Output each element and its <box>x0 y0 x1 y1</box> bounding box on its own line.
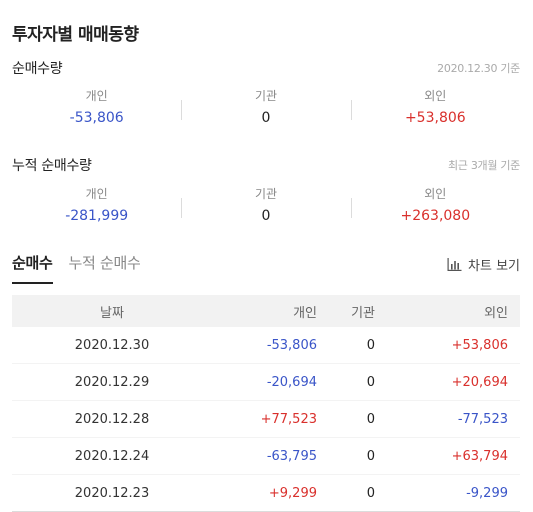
table-row: 2020.12.24 -63,795 0 +63,794 <box>12 438 520 475</box>
stat-label: 외인 <box>424 89 447 103</box>
table-row: 2020.12.30 -53,806 0 +53,806 <box>12 327 520 364</box>
table-row: 2020.12.28 +77,523 0 -77,523 <box>12 401 520 438</box>
column-header-date: 날짜 <box>100 305 124 321</box>
cell-institution: 0 <box>366 411 375 427</box>
cumulative-volume-stats: 개인 -281,999 기관 0 외인 +263,080 <box>12 186 520 230</box>
column-header-institution: 기관 <box>351 305 375 321</box>
cell-institution: 0 <box>366 448 375 464</box>
column-header-foreign: 외인 <box>484 305 508 321</box>
stat-value: 0 <box>261 110 271 126</box>
stat-value: -53,806 <box>69 110 124 126</box>
stat-label: 개인 <box>85 187 108 201</box>
cell-date: 2020.12.28 <box>74 411 150 427</box>
cell-individual: -63,795 <box>266 448 317 464</box>
stat-value: 0 <box>261 208 271 224</box>
tab-bar: 순매수 누적 순매수 <box>12 252 156 284</box>
net-volume-title: 순매수량 <box>12 61 63 77</box>
cumulative-volume-note: 최근 3개월 기준 <box>447 159 520 172</box>
cell-institution: 0 <box>366 485 375 501</box>
stat-institution: 기관 0 <box>181 186 350 230</box>
stat-individual: 개인 -281,999 <box>12 186 181 230</box>
page-title: 투자자별 매매동향 <box>12 25 139 45</box>
cell-individual: +77,523 <box>260 411 317 427</box>
stat-value: +53,806 <box>404 110 466 126</box>
investor-trade-table: 날짜 개인 기관 외인 2020.12.30 -53,806 0 +53,806… <box>12 295 520 512</box>
bar-chart-icon <box>447 258 462 271</box>
stat-foreign: 외인 +53,806 <box>350 88 520 132</box>
cell-individual: -20,694 <box>266 374 317 390</box>
net-volume-date-note: 2020.12.30 기준 <box>437 62 520 75</box>
cell-institution: 0 <box>366 374 375 390</box>
stat-value: -281,999 <box>65 208 129 224</box>
tab-net-buy[interactable]: 순매수 <box>12 252 53 284</box>
table-row: 2020.12.23 +9,299 0 -9,299 <box>12 475 520 512</box>
cumulative-volume-title: 누적 순매수량 <box>12 158 92 174</box>
cell-foreign: +53,806 <box>451 337 508 353</box>
column-header-individual: 개인 <box>293 305 317 321</box>
stat-foreign: 외인 +263,080 <box>350 186 520 230</box>
view-chart-button[interactable]: 차트 보기 <box>447 255 520 274</box>
cell-individual: +9,299 <box>268 485 317 501</box>
cell-foreign: -9,299 <box>466 485 508 501</box>
cell-date: 2020.12.29 <box>74 374 150 390</box>
cell-date: 2020.12.23 <box>74 485 150 501</box>
stat-label: 개인 <box>85 89 108 103</box>
table-row: 2020.12.29 -20,694 0 +20,694 <box>12 364 520 401</box>
cell-foreign: +20,694 <box>451 374 508 390</box>
stat-label: 외인 <box>424 187 447 201</box>
cell-date: 2020.12.24 <box>74 448 150 464</box>
table-header-row: 날짜 개인 기관 외인 <box>12 295 520 327</box>
stat-value: +263,080 <box>400 208 471 224</box>
cell-institution: 0 <box>366 337 375 353</box>
stat-label: 기관 <box>254 187 278 201</box>
cell-individual: -53,806 <box>266 337 317 353</box>
cell-date: 2020.12.30 <box>74 337 150 353</box>
stat-individual: 개인 -53,806 <box>12 88 181 132</box>
stat-label: 기관 <box>254 89 278 103</box>
cell-foreign: +63,794 <box>451 448 508 464</box>
tab-cumulative-net-buy[interactable]: 누적 순매수 <box>68 254 141 272</box>
stat-institution: 기관 0 <box>181 88 350 132</box>
cell-foreign: -77,523 <box>457 411 508 427</box>
view-chart-label: 차트 보기 <box>468 259 520 274</box>
net-volume-stats: 개인 -53,806 기관 0 외인 +53,806 <box>12 88 520 132</box>
